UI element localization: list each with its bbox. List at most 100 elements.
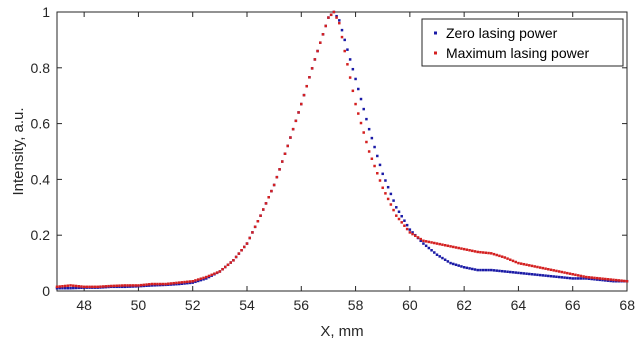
data-point [411, 231, 414, 234]
data-point [490, 268, 493, 272]
data-point [484, 251, 488, 255]
data-point [509, 270, 512, 274]
data-point [145, 283, 148, 286]
data-point [251, 231, 254, 234]
data-point [297, 111, 300, 114]
data-point [560, 270, 564, 274]
data-point [302, 93, 306, 97]
data-point [126, 284, 129, 287]
data-point [373, 145, 376, 149]
data-point [240, 249, 243, 252]
data-point [568, 272, 572, 275]
data-point [606, 278, 610, 281]
data-point [167, 282, 170, 285]
data-series [55, 10, 629, 290]
data-point [357, 112, 360, 115]
data-point [270, 189, 273, 193]
data-point [131, 284, 135, 287]
data-point [218, 270, 222, 273]
data-point [517, 261, 520, 265]
data-point [528, 264, 531, 267]
data-point [373, 164, 376, 168]
data-point [243, 245, 246, 249]
data-point [359, 97, 363, 101]
data-point [378, 163, 382, 167]
data-point [224, 265, 227, 269]
data-point [598, 278, 602, 282]
data-point [514, 260, 517, 264]
data-point [310, 67, 314, 70]
data-point [465, 248, 469, 251]
data-point [354, 102, 357, 106]
data-point [308, 76, 311, 79]
y-tick-label: 1 [42, 4, 50, 20]
data-point [340, 28, 344, 32]
data-point [148, 283, 151, 286]
data-point [346, 63, 349, 66]
data-point [538, 273, 542, 277]
x-axis: 48 50 52 54 56 58 60 62 64 66 68 [76, 12, 635, 313]
data-point [362, 107, 365, 111]
data-point [452, 245, 455, 249]
data-point [183, 282, 186, 285]
data-point [123, 284, 127, 287]
data-point [590, 277, 593, 281]
data-point [590, 276, 593, 279]
data-point [142, 283, 146, 287]
data-point [503, 270, 507, 273]
data-point [169, 282, 173, 285]
data-point [549, 268, 553, 272]
data-point [348, 58, 352, 61]
data-point [359, 121, 363, 125]
data-point [194, 280, 197, 284]
data-point [620, 279, 623, 282]
data-point [386, 197, 390, 201]
data-point [262, 208, 265, 211]
data-point [400, 214, 403, 218]
data-point [126, 285, 129, 288]
data-point [427, 240, 431, 244]
data-point [202, 278, 205, 281]
data-point [544, 274, 547, 277]
data-point [346, 48, 349, 51]
x-tick-label: 52 [185, 297, 201, 313]
data-point [107, 284, 110, 288]
data-point [221, 267, 224, 271]
data-point [376, 172, 379, 175]
y-tick-label: 0.6 [31, 116, 51, 132]
data-point [63, 284, 67, 288]
data-point [533, 265, 536, 268]
data-point [484, 268, 488, 272]
data-point [441, 256, 444, 260]
data-point [552, 275, 555, 278]
data-point [191, 279, 194, 283]
data-point [199, 277, 203, 280]
data-point [471, 249, 474, 253]
data-point [69, 286, 72, 290]
y-axis-label: Intensity, a.u. [10, 107, 27, 195]
data-point [460, 247, 463, 250]
data-point [435, 242, 439, 245]
data-point [384, 192, 387, 195]
x-tick-label: 58 [348, 297, 364, 313]
data-point [579, 274, 583, 278]
data-point [462, 266, 466, 269]
data-point [55, 285, 59, 289]
data-point [351, 67, 355, 71]
series-maximum-lasing-power [55, 10, 629, 289]
data-point [392, 208, 395, 212]
data-point [566, 271, 569, 275]
x-tick-label: 54 [239, 297, 255, 313]
data-point [438, 255, 441, 258]
data-point [175, 281, 178, 285]
data-point [593, 276, 596, 280]
data-point [205, 275, 208, 279]
data-point [232, 259, 235, 262]
data-point [617, 279, 621, 282]
data-point [305, 84, 308, 88]
data-point [253, 225, 257, 229]
data-point [188, 281, 192, 285]
data-point [530, 273, 534, 276]
data-point [61, 286, 64, 290]
data-point [294, 119, 298, 123]
